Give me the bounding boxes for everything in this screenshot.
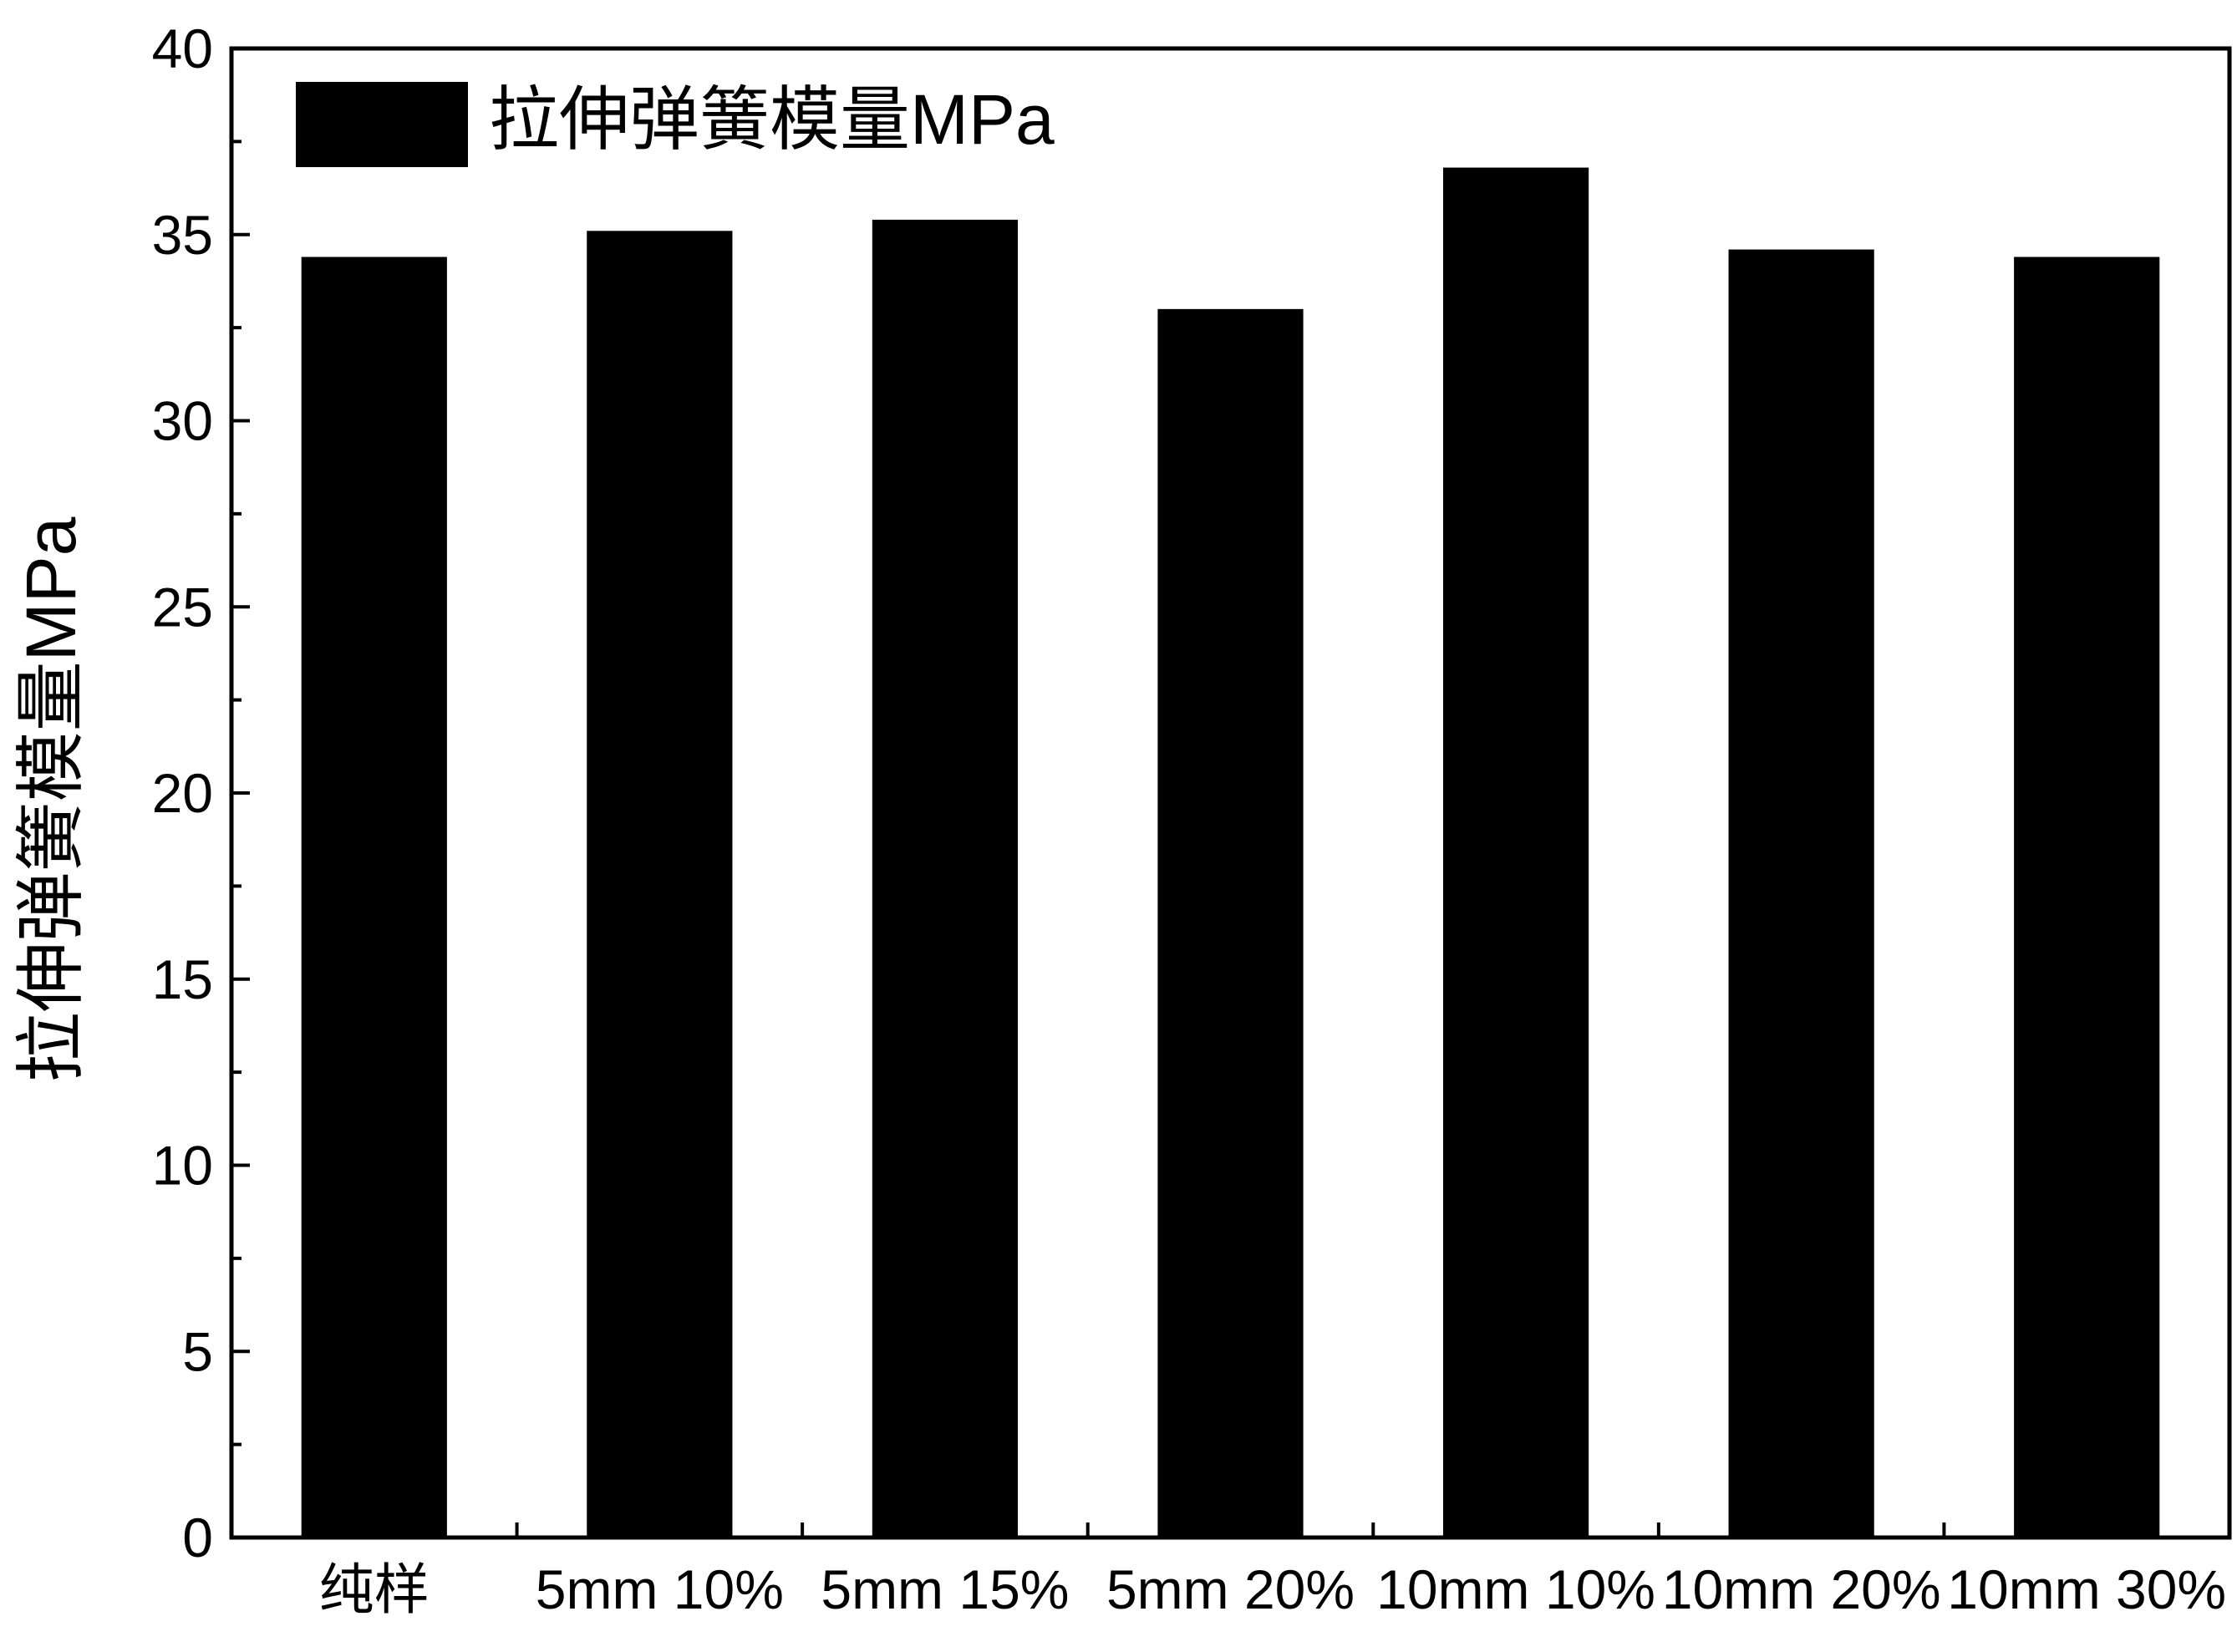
- legend-swatch: [296, 82, 468, 167]
- y-tick-label: 0: [182, 1507, 213, 1568]
- x-tick-label: 5mm 10%: [536, 1558, 784, 1620]
- y-tick-label: 30: [152, 390, 213, 452]
- legend: 拉伸弹簧模量MPa: [296, 80, 1055, 167]
- y-tick-label: 20: [152, 762, 213, 824]
- y-tick-label: 5: [182, 1320, 213, 1382]
- x-tick-label: 5mm 15%: [821, 1558, 1069, 1620]
- x-tick-label: 10mm 30%: [1947, 1558, 2226, 1620]
- y-tick-label: 35: [152, 204, 213, 266]
- x-tick-label: 10mm 10%: [1376, 1558, 1655, 1620]
- y-axis-ticks: 0 5 10 15 20 25 30 35 40: [152, 18, 250, 1568]
- bar-6: [2014, 257, 2160, 1538]
- y-tick-label: 25: [152, 576, 213, 638]
- bars-group: [301, 167, 2160, 1538]
- bar-5: [1728, 249, 1874, 1538]
- y-tick-label: 10: [152, 1135, 213, 1197]
- bar-2: [872, 219, 1019, 1538]
- bar-1: [587, 231, 733, 1538]
- legend-label: 拉伸弹簧模量MPa: [489, 80, 1055, 159]
- y-tick-label: 40: [152, 18, 213, 79]
- plot-frame: [229, 46, 2232, 1540]
- x-tick-label: 纯样: [319, 1558, 430, 1620]
- y-axis-title: 拉伸弹簧模量MPa: [12, 516, 90, 1082]
- x-tick-label: 10mm 20%: [1662, 1558, 1941, 1620]
- y-tick-label: 15: [152, 948, 213, 1010]
- bar-4: [1442, 167, 1589, 1538]
- x-tick-label: 5mm 20%: [1106, 1558, 1355, 1620]
- x-axis-ticks: 纯样 5mm 10% 5mm 15% 5mm 20% 10mm 10% 10mm 20% 1…: [319, 1522, 2226, 1620]
- bar-3: [1157, 308, 1304, 1538]
- bar-0: [301, 257, 447, 1538]
